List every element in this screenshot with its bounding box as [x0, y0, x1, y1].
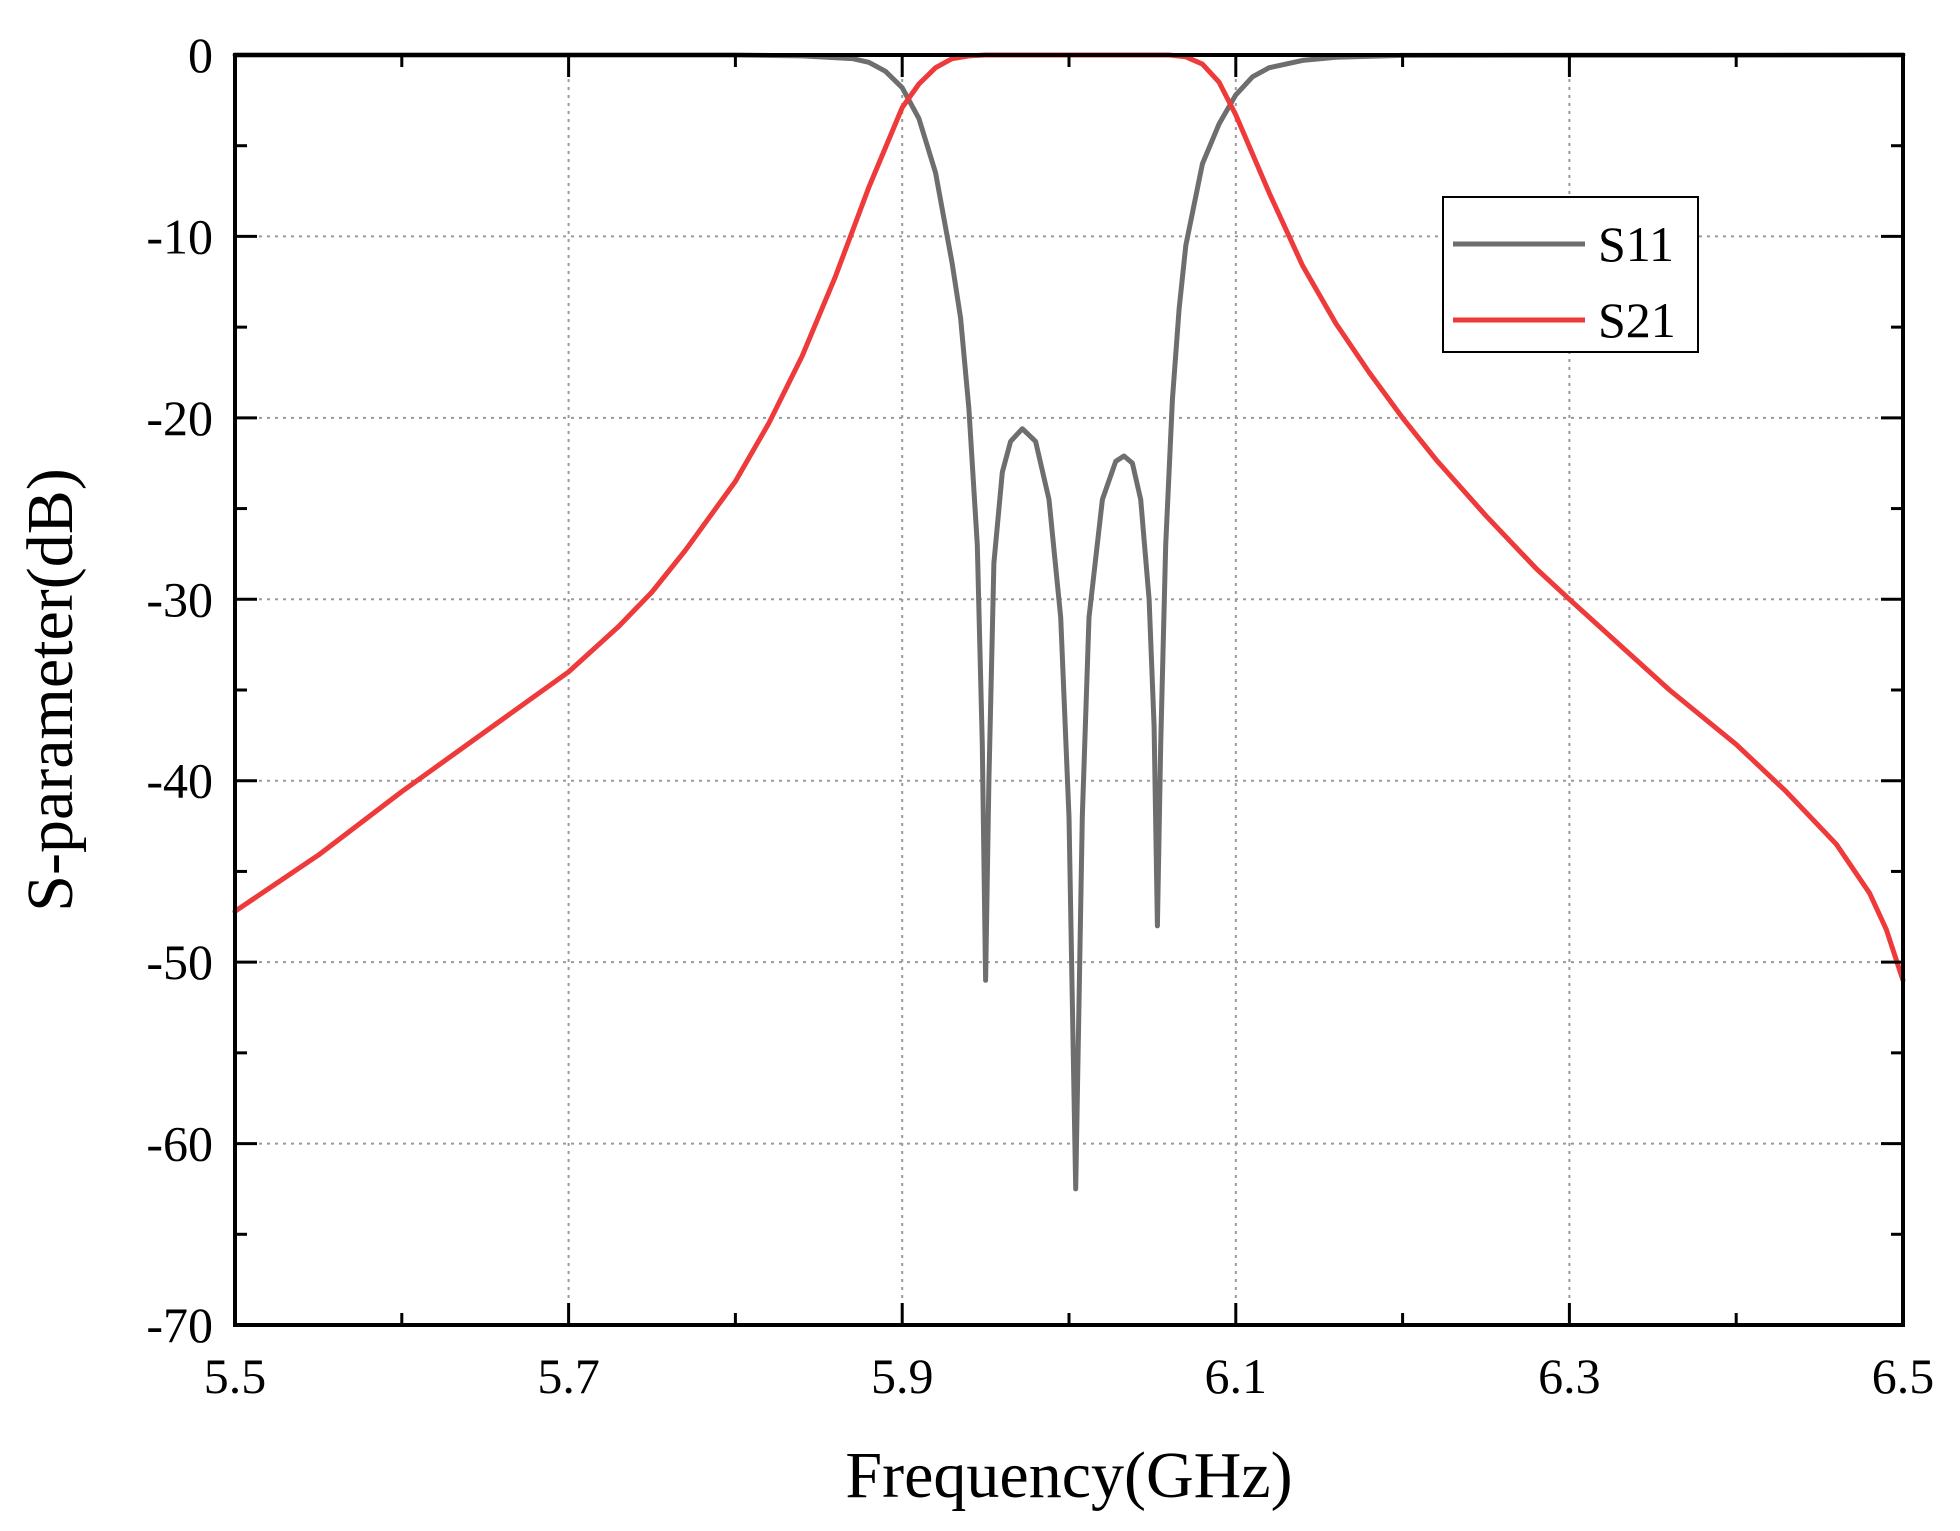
legend-label-s21: S21 [1598, 292, 1676, 348]
x-tick-label: 5.5 [204, 1348, 267, 1404]
legend-box [1442, 196, 1699, 353]
x-tick-labels: 5.5 5.7 5.9 6.1 6.3 6.5 [204, 1348, 1935, 1404]
y-tick-labels: 0 -10 -20 -30 -40 -50 -60 -70 [146, 27, 213, 1353]
legend-label-s11: S11 [1598, 216, 1674, 272]
y-tick-label: -30 [146, 571, 213, 627]
y-tick-label: -20 [146, 390, 213, 446]
x-tick-label: 5.9 [871, 1348, 934, 1404]
x-tick-label: 6.3 [1538, 1348, 1601, 1404]
x-tick-label: 5.7 [537, 1348, 600, 1404]
x-tick-label: 6.5 [1872, 1348, 1935, 1404]
legend: S11 S21 [1442, 196, 1699, 353]
axis-ticks [233, 53, 1905, 1327]
y-tick-label: -60 [146, 1116, 213, 1172]
y-tick-label: -50 [146, 934, 213, 990]
y-tick-label: 0 [188, 27, 213, 83]
y-axis-title: S-parameter(dB) [14, 468, 87, 911]
y-tick-label: -10 [146, 208, 213, 264]
series-line-s11 [232, 52, 1906, 1192]
x-axis-title: Frequency(GHz) [845, 1439, 1292, 1512]
x-tick-label: 6.1 [1205, 1348, 1268, 1404]
y-tick-label: -40 [146, 753, 213, 809]
y-tick-label: -70 [146, 1297, 213, 1353]
